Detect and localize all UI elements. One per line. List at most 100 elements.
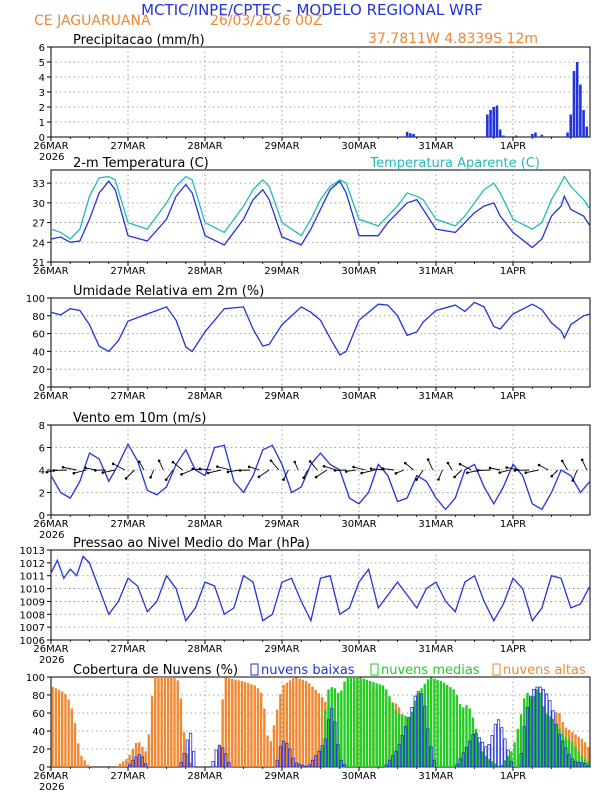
wind-barb-head (247, 465, 251, 469)
wind-barb (506, 467, 520, 471)
cloud-bar-blue (429, 746, 433, 768)
cloud-bar-blue (461, 752, 465, 768)
cloud-bar-blue (224, 753, 228, 768)
wind-xtick-label: 31MAR (418, 519, 453, 530)
wind-barb-head (560, 459, 564, 463)
cloud-bar-green (548, 716, 552, 767)
cloud-bar-orange (308, 683, 311, 767)
cloud-bar-blue (330, 708, 334, 768)
cloud-bar-blue (310, 759, 315, 768)
cloud-bar-blue (570, 758, 574, 768)
cloud-bar-orange (61, 691, 64, 767)
clouds-ytick-label: 60 (32, 709, 45, 720)
cloud-bar-orange (256, 688, 260, 767)
cloud-bar-blue (275, 759, 279, 768)
wind-xtick-label: 27MAR (110, 519, 145, 530)
wind-barb (303, 469, 309, 478)
cloud-bar-green (580, 755, 584, 767)
clouds-xtick-label: 26MAR (33, 771, 68, 782)
cloud-bar-green (436, 679, 439, 767)
temp-series-line (50, 175, 591, 240)
wind-barb-head (369, 467, 373, 471)
precip-title: Precipitacao (mm/h) (73, 33, 205, 48)
wind-barb-head (571, 479, 575, 482)
cloud-bar-green (426, 679, 430, 767)
cloud-bar-green (455, 695, 459, 767)
wind-ytick-label: 6 (39, 444, 45, 455)
wind-barb-head (344, 470, 348, 473)
cloud-bar-green (481, 751, 484, 767)
precip-bar (409, 133, 412, 137)
cloud-bar-blue (525, 706, 530, 768)
cloud-bar-blue (185, 739, 189, 768)
cloud-bar-green (487, 759, 491, 767)
wind-barb-head (206, 471, 210, 475)
cloud-bar-blue (397, 744, 401, 768)
cloud-bar-green (343, 681, 346, 767)
cloud-bar-blue (333, 721, 337, 768)
cloud-bar-green (513, 742, 516, 767)
cloud-bar-green (471, 717, 475, 767)
cloud-bar-blue (410, 706, 414, 768)
cloud-bar-green (423, 683, 426, 767)
wind-barb (551, 469, 559, 477)
wind-barb (165, 469, 174, 480)
precip-bar (492, 107, 496, 137)
wind-barb-head (476, 469, 480, 472)
rh-ytick-label: 60 (32, 330, 45, 341)
cloud-bar-green (587, 761, 590, 767)
precip-ytick-label: 1 (39, 118, 45, 129)
cloud-bar-blue (192, 750, 196, 768)
cloud-bar-blue (419, 693, 424, 768)
cloud-bar-blue (583, 763, 587, 768)
wind-barb-head (216, 465, 219, 468)
cloud-bar-orange (131, 749, 135, 767)
wind-barb (346, 469, 356, 472)
rh-xtick-label: 31MAR (418, 391, 453, 402)
precip-ytick-label: 4 (39, 73, 45, 84)
wind-barb-head (333, 469, 337, 472)
precip-xtick-label: 28MAR (187, 141, 222, 152)
cloud-bar-green (465, 705, 468, 767)
cloud-bar-green (577, 751, 580, 767)
wind-barb-head (513, 469, 517, 472)
wind-barb (283, 469, 289, 480)
wind-xtick-label: 1APR (500, 519, 526, 530)
wind-barb (181, 469, 193, 475)
cloud-legend-label: nuvens baixas (261, 663, 355, 678)
wind-barb-head (238, 469, 242, 472)
cloud-bar-orange (269, 741, 272, 767)
cloud-bar-blue (423, 705, 427, 768)
cloud-bar-blue (538, 686, 542, 768)
wind-barb (538, 464, 549, 471)
cloud-bar-blue (278, 746, 282, 768)
wind-barb-head (226, 470, 230, 474)
cloud-bar-blue (314, 755, 318, 768)
cloud-bar-green (526, 692, 529, 767)
cloud-bar-orange (253, 685, 256, 767)
temp-xtick-label: 31MAR (418, 266, 453, 277)
cloud-bar-green (510, 751, 513, 767)
wind-barb-head (415, 478, 418, 481)
cloud-bar-orange (64, 693, 67, 767)
cloud-bar-green (410, 711, 414, 767)
cloud-bar-green (494, 763, 497, 767)
wind-barb-head (403, 461, 407, 465)
wind-barb-head (466, 471, 469, 475)
cloud-bar-green (490, 761, 494, 767)
wind-barb (258, 469, 270, 478)
wind-barb-head (437, 478, 440, 481)
precip-bar (585, 126, 589, 137)
mslp-ytick-label: 1009 (20, 597, 45, 608)
clouds-year-label: 2026 (39, 782, 64, 792)
precip-bar (489, 110, 492, 137)
precip-xtick-label: 26MAR (33, 141, 68, 152)
cloud-bar-green (532, 696, 536, 767)
wind-barb (427, 459, 434, 471)
clouds-ytick-label: 100 (26, 673, 45, 684)
wind-barb-head (137, 460, 141, 464)
cloud-bar-blue (561, 740, 565, 768)
cloud-bar-orange (266, 735, 269, 767)
cloud-bar-green (516, 728, 520, 767)
cloud-bar-orange (295, 677, 298, 767)
